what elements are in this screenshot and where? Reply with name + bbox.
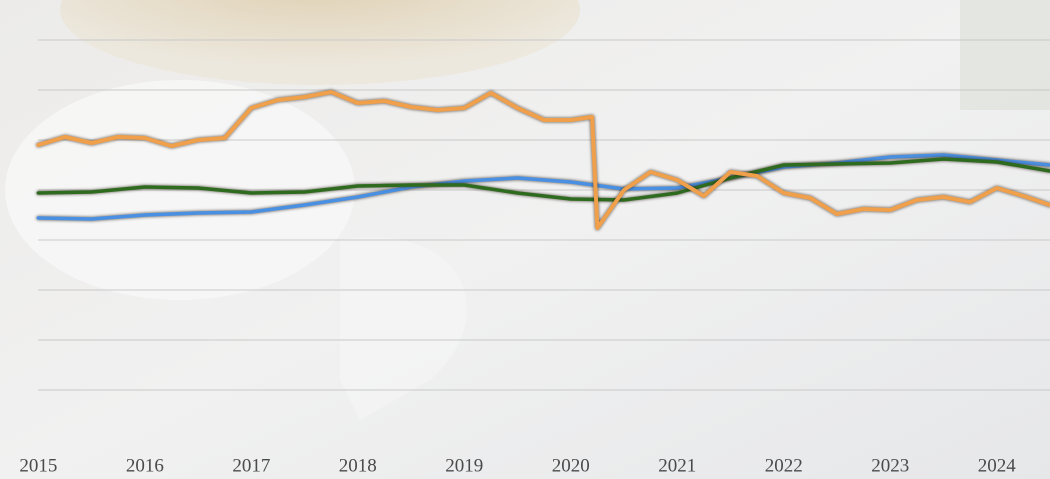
x-tick-label: 2023 <box>871 455 909 476</box>
plot-area: 2015 2016 2017 2018 2019 2020 2021 2022 2023 2024 <box>19 39 1050 476</box>
series-line <box>36 157 1050 202</box>
x-tick-label: 2016 <box>126 455 164 476</box>
background-handle <box>340 237 467 420</box>
series-line <box>36 153 1050 221</box>
x-tick-label: 2022 <box>765 455 803 476</box>
background-bowl <box>60 0 580 85</box>
x-tick-label: 2019 <box>445 455 483 476</box>
x-tick-label: 2018 <box>339 455 377 476</box>
x-tick-label: 2020 <box>552 455 590 476</box>
x-tick-label: 2021 <box>658 455 696 476</box>
series-line <box>36 90 1050 230</box>
x-tick-label: 2024 <box>978 455 1017 476</box>
x-tick-label: 2015 <box>19 455 57 476</box>
x-tick-label: 2017 <box>232 455 270 476</box>
background-leaf <box>960 0 1050 110</box>
